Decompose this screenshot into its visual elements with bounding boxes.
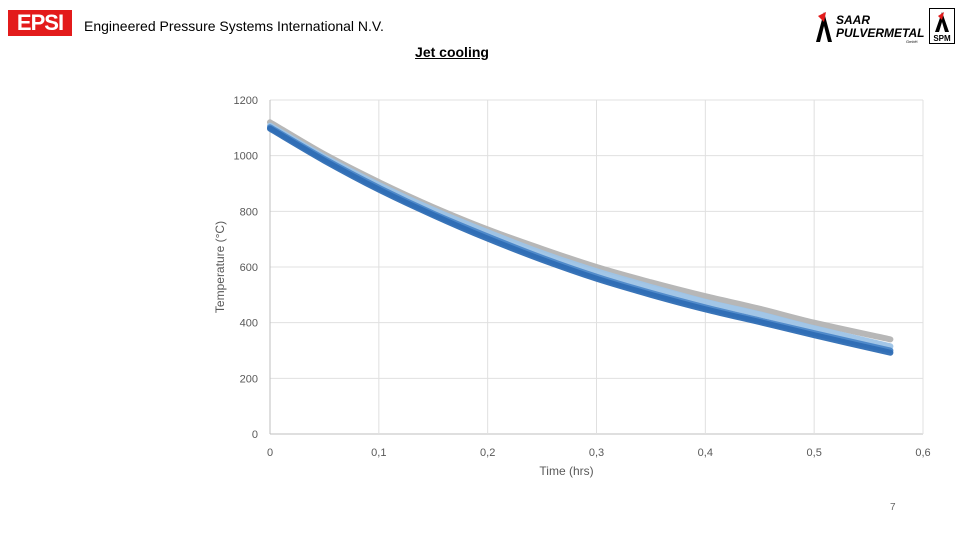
spm-logo: SPM — [929, 8, 955, 44]
x-tick-label: 0 — [267, 447, 273, 459]
x-tick-label: 0,3 — [589, 447, 604, 459]
y-tick-label: 800 — [240, 206, 258, 218]
slide-title: Jet cooling — [415, 44, 489, 60]
y-tick-label: 1000 — [234, 151, 258, 163]
y-tick-label: 600 — [240, 262, 258, 274]
y-tick-label: 1200 — [234, 95, 258, 107]
saar-pulvermetall-logo: SAAR PULVERMETALL GmbH — [816, 12, 924, 44]
series-line-2 — [267, 122, 894, 350]
y-tick-label: 200 — [240, 373, 258, 385]
saar-logo-sub: GmbH — [906, 39, 918, 44]
epsi-logo: EPSI — [8, 10, 72, 36]
x-tick-label: 0,5 — [807, 447, 822, 459]
company-name: Engineered Pressure Systems Internationa… — [84, 18, 384, 34]
x-tick-label: 0,1 — [371, 447, 386, 459]
page-number: 7 — [890, 502, 896, 513]
x-tick-label: 0,4 — [698, 447, 713, 459]
y-tick-label: 0 — [252, 429, 258, 441]
temperature-chart: 0 200 400 600 800 1000 1200 0 0,1 0,2 0,3 0,4 0,5 0,6… — [213, 95, 931, 478]
saar-logo-line2: PULVERMETALL — [836, 26, 924, 40]
saar-logo-line1: SAAR — [836, 13, 870, 27]
x-tick-label: 0,2 — [480, 447, 495, 459]
y-tick-label: 400 — [240, 318, 258, 330]
y-axis-title: Temperature (°C) — [213, 221, 227, 313]
x-axis-title: Time (hrs) — [539, 464, 593, 478]
spm-logo-text: SPM — [933, 34, 951, 43]
x-tick-label: 0,6 — [915, 447, 930, 459]
series-line-1 — [267, 119, 894, 343]
series-line-4 — [267, 125, 894, 356]
